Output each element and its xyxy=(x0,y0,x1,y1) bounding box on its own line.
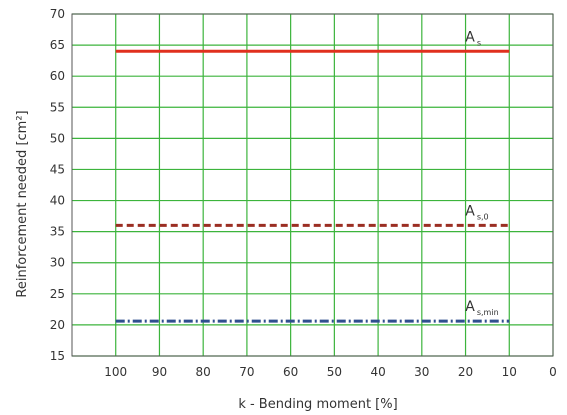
x-tick-labels: 100 90 80 70 60 50 40 30 20 10 0 xyxy=(104,365,557,379)
y-tick-label: 50 xyxy=(50,131,65,145)
y-tick-label: 20 xyxy=(50,318,65,332)
x-tick-label: 80 xyxy=(196,365,211,379)
y-tick-label: 55 xyxy=(50,100,65,114)
y-tick-label: 30 xyxy=(50,256,65,270)
x-tick-label: 50 xyxy=(327,365,342,379)
y-tick-label: 25 xyxy=(50,287,65,301)
y-tick-label: 40 xyxy=(50,194,65,208)
y-tick-label: 45 xyxy=(50,162,65,176)
y-tick-label: 60 xyxy=(50,69,65,83)
series-lines xyxy=(115,49,510,323)
x-tick-label: 60 xyxy=(283,365,298,379)
x-tick-label: 30 xyxy=(414,365,429,379)
x-tick-label: 10 xyxy=(502,365,517,379)
y-tick-labels: 15 20 25 30 35 40 45 50 55 60 65 70 xyxy=(50,7,65,363)
y-tick-label: 70 xyxy=(50,7,65,21)
x-tick-label: 70 xyxy=(239,365,254,379)
y-tick-label: 65 xyxy=(50,38,65,52)
x-tick-label: 100 xyxy=(104,365,127,379)
plot-area-frame xyxy=(71,13,554,357)
grid xyxy=(72,13,554,357)
x-tick-label: 40 xyxy=(370,365,385,379)
y-tick-label: 15 xyxy=(50,349,65,363)
y-axis-title: Reinforcement needed [cm²] xyxy=(15,110,30,297)
x-tick-label: 20 xyxy=(458,365,473,379)
y-tick-label: 35 xyxy=(50,225,65,239)
x-tick-label: 0 xyxy=(549,365,557,379)
x-axis-title: k - Bending moment [%] xyxy=(238,397,397,412)
x-tick-label: 90 xyxy=(152,365,167,379)
